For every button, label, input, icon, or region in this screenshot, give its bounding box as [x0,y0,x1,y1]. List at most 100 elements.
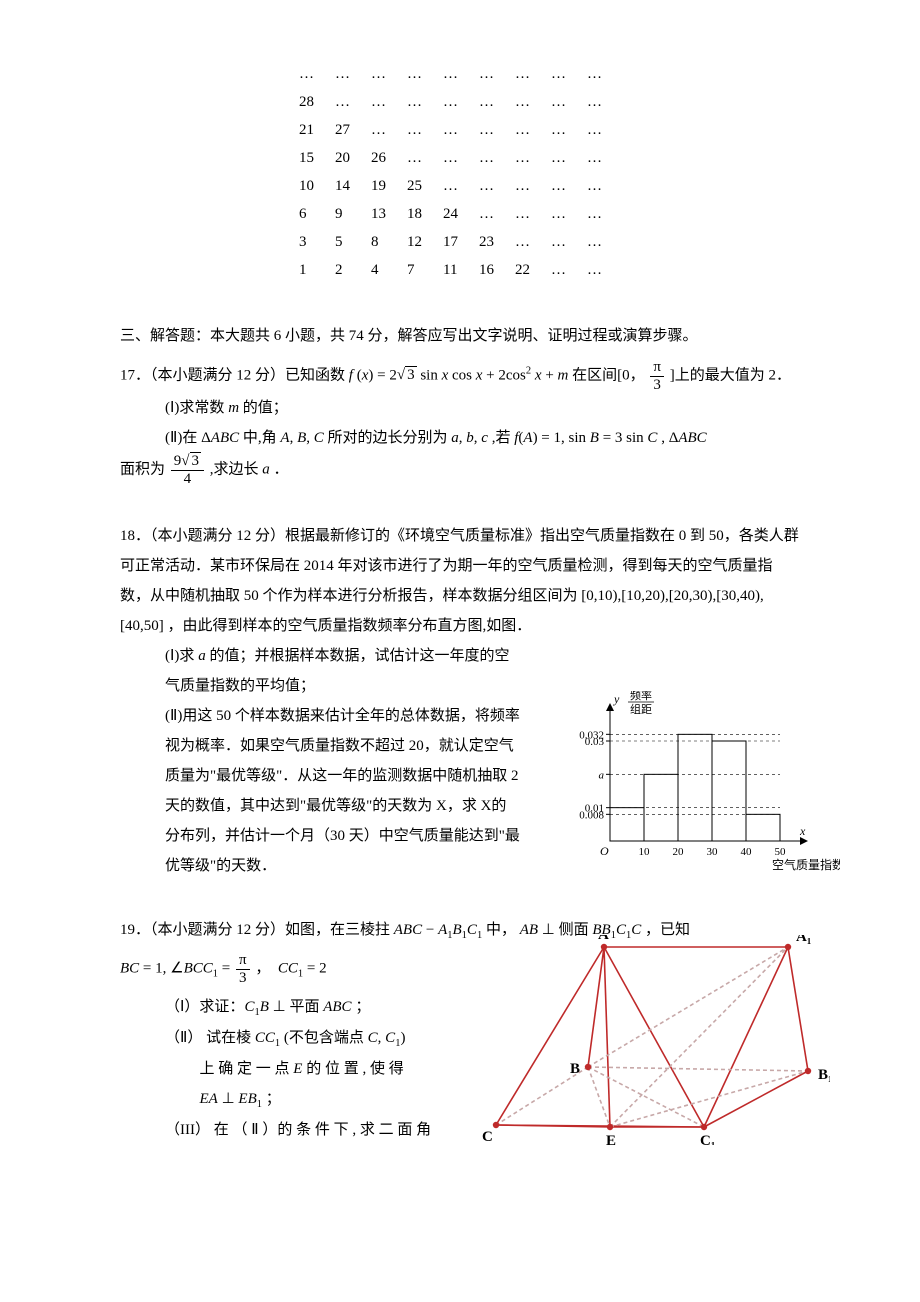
p17-part2: (Ⅱ)在 ΔABC 中,角 A, B, C 所对的边长分别为 a, b, c ,… [120,423,800,453]
prism-figure: AA₁BB₁CC₁E [480,935,830,1156]
triangle-cell: … [298,60,334,88]
svg-text:A: A [598,935,609,943]
triangle-cell: … [370,116,406,144]
svg-text:B₁: B₁ [818,1067,830,1083]
section-title: 三、解答题：本大题共 6 小题，共 74 分，解答应写出文字说明、证明过程或演算… [120,324,800,345]
triangle-cell: … [478,172,514,200]
triangle-cell: … [442,88,478,116]
p19-part3: （III） 在 （ Ⅱ ）的 条 件 下 , 求 二 面 角 [120,1115,500,1145]
triangle-cell: 6 [298,200,334,228]
triangle-cell: 9 [334,200,370,228]
svg-text:20: 20 [673,846,685,858]
triangle-cell: … [586,228,622,256]
p18-part1: (Ⅰ)求 a 的值；并根据样本数据，试估计这一年度的空气质量指数的平均值； [120,641,520,701]
triangle-cell: 8 [370,228,406,256]
triangle-cell: … [478,144,514,172]
svg-text:a: a [599,769,605,781]
p17-head-a: 17．（本小题满分 12 分）已知函数 [120,367,349,383]
svg-text:C₁: C₁ [700,1133,715,1145]
triangle-cell: … [586,200,622,228]
triangle-cell: 5 [334,228,370,256]
area-den: 4 [171,471,204,488]
p19-part2b: 上 确 定 一 点 E 的 位 置 , 使 得 [120,1054,500,1084]
triangle-cell: … [550,256,586,284]
triangle-cell: … [586,116,622,144]
svg-text:频率: 频率 [630,691,652,702]
svg-text:40: 40 [741,846,753,858]
triangle-cell: 18 [406,200,442,228]
triangle-cell: … [514,60,550,88]
triangle-cell: … [550,172,586,200]
svg-text:y: y [613,692,620,706]
svg-text:C: C [482,1129,493,1145]
triangle-cell: … [550,116,586,144]
p17-stem: 17．（本小题满分 12 分）已知函数 f (x) = 2√3 sin x co… [120,359,800,393]
triangle-cell: … [514,88,550,116]
triangle-cell: 1 [298,256,334,284]
p19-part2a: （Ⅱ） 试在棱 CC1 (不包含端点 C, C1) [120,1023,500,1054]
p17-part1: (Ⅰ)求常数 m 的值； [120,393,800,423]
p19-part1: （Ⅰ）求证：C1B ⊥ 平面 ABC ； [120,992,500,1023]
problem-18: 18．（本小题满分 12 分）根据最新修订的《环境空气质量标准》指出空气质量指数… [120,521,800,881]
triangle-cell: 2 [334,256,370,284]
number-triangle: ………………………28……………………2127…………………152026…………… [298,60,622,284]
triangle-cell: … [550,88,586,116]
triangle-cell: … [514,200,550,228]
svg-text:0.008: 0.008 [579,809,604,821]
triangle-cell: … [406,60,442,88]
triangle-cell: … [550,144,586,172]
triangle-cell: … [478,60,514,88]
triangle-cell: … [586,88,622,116]
triangle-cell: … [550,60,586,88]
triangle-cell: 20 [334,144,370,172]
triangle-cell: 17 [442,228,478,256]
histogram-figure: 0.0320.03a0.010.0081020304050Oy频率组距x空气质量… [550,691,840,882]
pi-num: π [650,359,664,377]
ang-den: 3 [236,970,250,987]
triangle-cell: … [334,88,370,116]
triangle-cell: 25 [406,172,442,200]
triangle-cell: 27 [334,116,370,144]
triangle-cell: 10 [298,172,334,200]
svg-text:x: x [799,824,806,838]
svg-text:10: 10 [639,846,651,858]
triangle-cell: 23 [478,228,514,256]
triangle-cell: … [478,88,514,116]
svg-text:O: O [600,844,609,858]
svg-text:B: B [570,1061,580,1077]
p18-part2: (Ⅱ)用这 50 个样本数据来估计全年的总体数据，将频率视为概率．如果空气质量指… [120,701,520,881]
triangle-cell: 24 [442,200,478,228]
triangle-cell: … [442,60,478,88]
svg-text:组距: 组距 [630,702,652,716]
triangle-cell: 26 [370,144,406,172]
triangle-cell: 4 [370,256,406,284]
triangle-cell: … [550,228,586,256]
p17-part2-line2: 面积为 9√34 ,求边长 a ． [120,453,800,487]
ang-num: π [236,952,250,970]
triangle-cell: 11 [442,256,478,284]
triangle-cell: 13 [370,200,406,228]
triangle-cell: … [370,60,406,88]
triangle-cell: … [514,172,550,200]
triangle-cell: … [406,116,442,144]
triangle-cell: … [442,172,478,200]
p19-head-a: 19．（本小题满分 12 分）如图，在三棱拄 [120,922,394,938]
problem-17: 17．（本小题满分 12 分）已知函数 f (x) = 2√3 sin x co… [120,359,800,487]
pi-den: 3 [650,377,664,394]
triangle-cell: 7 [406,256,442,284]
svg-text:0.03: 0.03 [585,736,605,748]
triangle-cell: 14 [334,172,370,200]
triangle-cell: … [586,60,622,88]
triangle-cell: … [586,256,622,284]
triangle-cell: 12 [406,228,442,256]
svg-text:50: 50 [775,846,787,858]
triangle-cell: … [334,60,370,88]
svg-text:30: 30 [707,846,719,858]
triangle-cell: … [586,172,622,200]
triangle-cell: … [550,200,586,228]
triangle-cell: … [514,228,550,256]
p17-head-b: 在区间[0， [572,367,645,383]
svg-text:空气质量指数: 空气质量指数 [772,857,840,871]
triangle-cell: … [406,88,442,116]
triangle-cell: 22 [514,256,550,284]
